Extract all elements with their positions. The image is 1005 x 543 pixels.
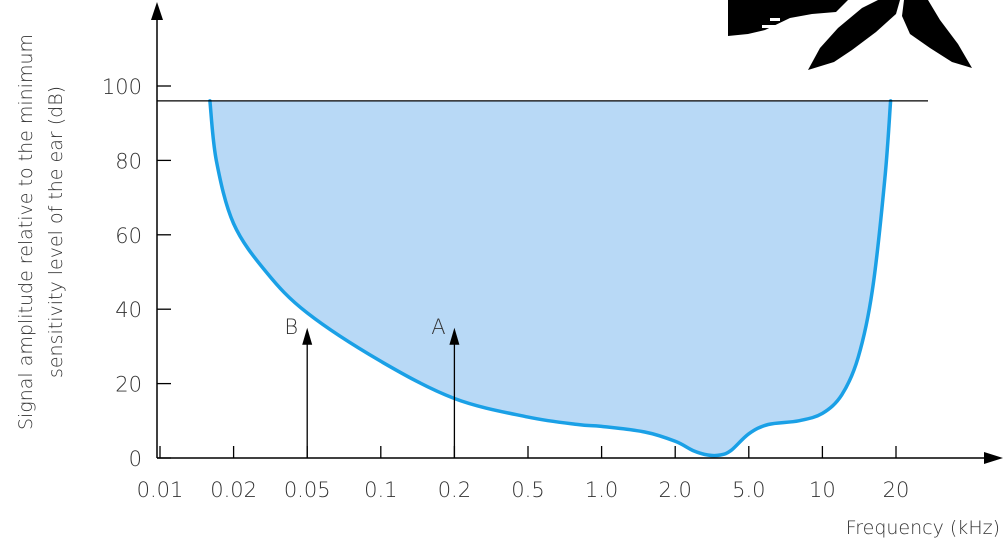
audible-region-fill <box>209 100 891 456</box>
y-axis-label-line2: sensitivity level of the ear (dB) <box>45 86 67 378</box>
x-tick-label: 10 <box>809 478 836 502</box>
y-tick-label: 0 <box>129 447 142 471</box>
marker-b-label: B <box>284 315 298 339</box>
x-tick-label: 0.2 <box>438 478 471 502</box>
y-tick-label: 100 <box>102 75 142 99</box>
x-tick-label: 1.0 <box>585 478 618 502</box>
x-axis-arrow <box>984 452 1003 464</box>
marker-b-arrowhead <box>302 327 313 345</box>
y-tick-label: 20 <box>115 373 142 397</box>
x-tick-label: 0.02 <box>210 478 257 502</box>
x-tick-label: 20 <box>883 478 910 502</box>
threshold-curve <box>208 99 893 458</box>
x-tick-label: 0.5 <box>511 478 544 502</box>
x-tick-label: 0.01 <box>137 478 184 502</box>
x-tick-label: 2.0 <box>658 478 691 502</box>
y-tick-label: 60 <box>115 224 142 248</box>
x-tick-label: 5.0 <box>732 478 765 502</box>
ear-figure-illustration <box>728 0 972 70</box>
marker-a-arrowhead <box>449 327 460 345</box>
x-axis-label: Frequency (kHz) <box>846 517 1000 539</box>
y-tick-label: 80 <box>115 149 142 173</box>
y-tick-label: 40 <box>115 298 142 322</box>
y-axis-arrow <box>151 2 163 20</box>
x-tick-label: 0.05 <box>284 478 331 502</box>
x-tick-label: 0.1 <box>364 478 397 502</box>
y-axis-label-line1: Signal amplitude relative to the minimum <box>15 34 37 430</box>
marker-a-label: A <box>431 315 445 339</box>
